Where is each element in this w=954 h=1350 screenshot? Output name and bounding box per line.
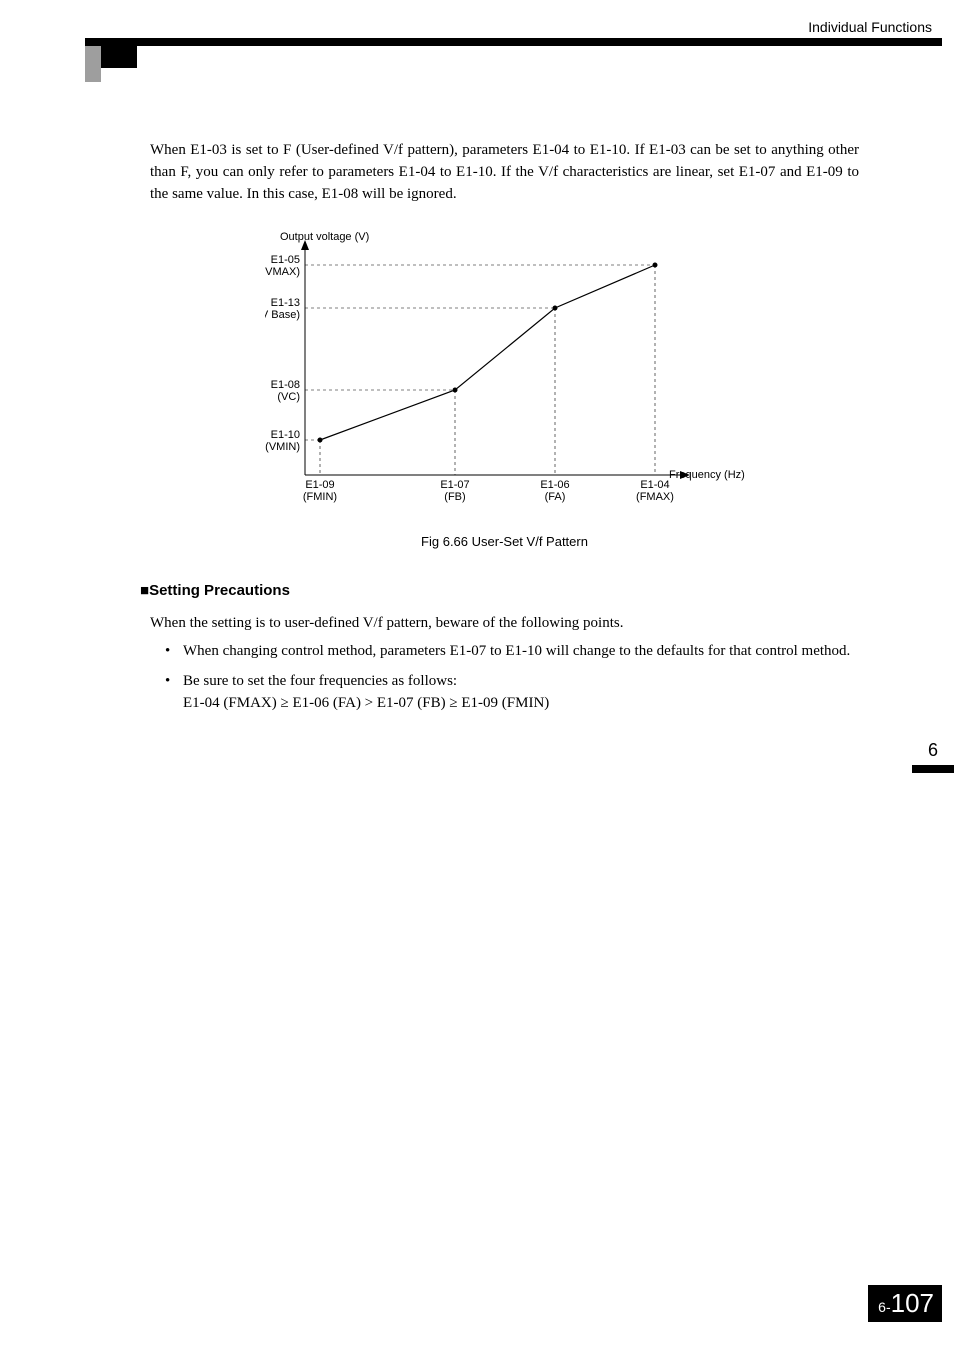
vf-curve: [320, 265, 655, 440]
black-square-icon: ■: [140, 582, 149, 599]
svg-text:(FMAX): (FMAX): [636, 491, 674, 503]
chapter-side-tab: 6: [912, 740, 954, 773]
svg-text:E1-08: E1-08: [271, 379, 300, 391]
svg-text:(FA): (FA): [545, 491, 566, 503]
header-tab-grey: [85, 46, 101, 82]
chapter-tab-bar: [912, 765, 954, 773]
svg-text:E1-07: E1-07: [440, 479, 469, 491]
chart-points: [318, 263, 658, 443]
y-axis-title: Output voltage (V): [280, 231, 369, 243]
chart-y-labels: E1-05(VMAX) E1-13(V Base) E1-08(VC) E1-10(V…: [265, 254, 300, 453]
chart-v-guides: [320, 265, 655, 475]
svg-text:(VMIN): (VMIN): [265, 441, 300, 453]
section-heading: ■Setting Precautions: [140, 582, 290, 599]
x-axis-title: Frequency (Hz): [669, 469, 745, 481]
svg-text:E1-10: E1-10: [271, 429, 300, 441]
bullet-list: When changing control method, parameters…: [165, 640, 859, 722]
svg-text:(VC): (VC): [277, 391, 300, 403]
chapter-number: 6: [912, 740, 954, 761]
paragraph-2: When the setting is to user-defined V/f …: [150, 612, 859, 635]
page-number-box: 6-107: [868, 1285, 942, 1322]
header-rule: [85, 38, 942, 46]
svg-text:E1-04: E1-04: [640, 479, 669, 491]
chart-x-labels: E1-09(FMIN) E1-07(FB) E1-06(FA) E1-04(FMAX): [303, 479, 674, 503]
bullet-item: When changing control method, parameters…: [165, 640, 859, 663]
figure-caption: Fig 6.66 User-Set V/f Pattern: [150, 534, 859, 549]
page-number: 107: [891, 1288, 934, 1318]
svg-text:(FB): (FB): [444, 491, 465, 503]
header-section-title: Individual Functions: [712, 19, 942, 38]
svg-text:(V Base): (V Base): [265, 309, 300, 321]
svg-text:E1-06: E1-06: [540, 479, 569, 491]
chart-h-guides: [305, 265, 655, 440]
paragraph-1: When E1-03 is set to F (User-defined V/f…: [150, 140, 859, 205]
svg-text:(FMIN): (FMIN): [303, 491, 337, 503]
svg-text:E1-09: E1-09: [305, 479, 334, 491]
page-number-prefix: 6-: [878, 1299, 890, 1315]
svg-text:E1-05: E1-05: [271, 254, 300, 266]
svg-text:E1-13: E1-13: [271, 297, 300, 309]
bullet-item: Be sure to set the four frequencies as f…: [165, 670, 859, 715]
vf-pattern-chart: Output voltage (V) Frequency (Hz) E1-05(…: [265, 230, 745, 535]
svg-text:(VMAX): (VMAX): [265, 266, 300, 278]
header-tab-black: [101, 46, 137, 68]
